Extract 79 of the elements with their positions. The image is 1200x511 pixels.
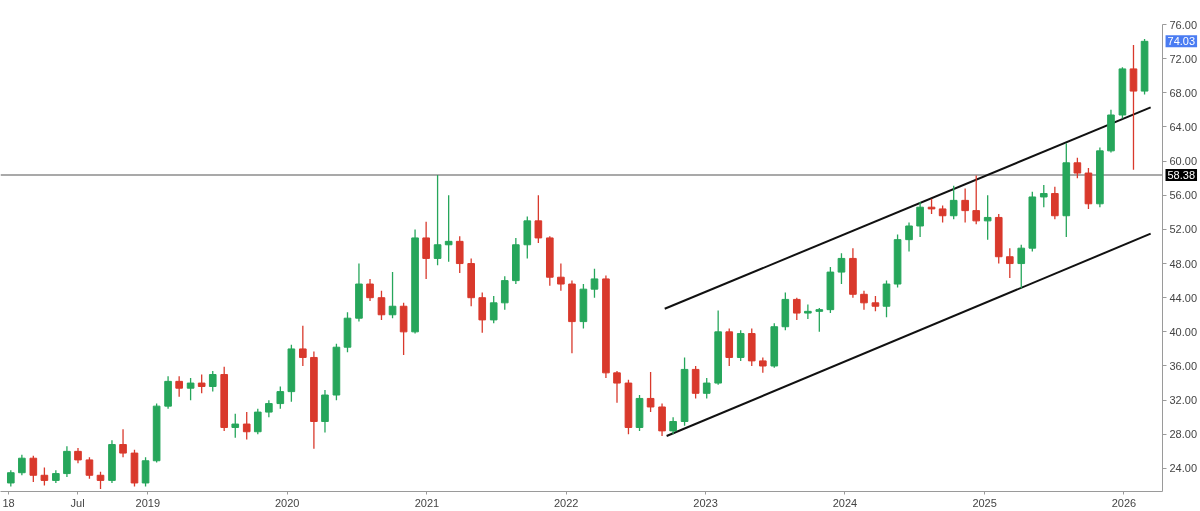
candlestick bbox=[29, 454, 38, 483]
candlestick bbox=[534, 194, 543, 244]
candlestick bbox=[433, 174, 442, 266]
candlestick bbox=[691, 365, 700, 400]
candlestick bbox=[500, 275, 509, 311]
candlestick bbox=[175, 375, 183, 398]
x-tick-label: Jul bbox=[70, 496, 85, 509]
x-tick-label: 2022 bbox=[554, 496, 579, 509]
candlestick bbox=[366, 278, 374, 302]
candlestick bbox=[299, 325, 307, 367]
candlestick bbox=[792, 297, 801, 321]
candlestick bbox=[983, 194, 992, 241]
candlestick bbox=[231, 413, 240, 439]
candlestick bbox=[444, 194, 453, 263]
candlestick bbox=[916, 201, 924, 238]
x-tick-label: 2025 bbox=[972, 496, 997, 509]
candlestick bbox=[253, 408, 262, 435]
candlestick bbox=[590, 268, 599, 299]
candlestick bbox=[860, 290, 868, 311]
candlestick bbox=[242, 411, 251, 441]
y-tick-label: 56.00 bbox=[1169, 189, 1198, 202]
candlestick bbox=[388, 271, 397, 319]
y-tick-label: 40.00 bbox=[1169, 325, 1198, 338]
x-tick-label: 2019 bbox=[135, 496, 161, 509]
y-tick-label: 68.00 bbox=[1169, 86, 1198, 99]
y-tick-label: 64.00 bbox=[1169, 120, 1198, 133]
candlestick bbox=[1051, 186, 1059, 220]
candlestick bbox=[646, 371, 655, 413]
y-tick-label: 52.00 bbox=[1169, 223, 1198, 236]
candlestick bbox=[882, 279, 891, 318]
candlestick bbox=[613, 370, 621, 404]
y-tick-label: 48.00 bbox=[1169, 257, 1198, 270]
candlestick bbox=[1129, 44, 1138, 171]
y-tick-label: 76.00 bbox=[1169, 18, 1198, 31]
candlestick bbox=[736, 329, 745, 362]
ref-line-label: 58.38 bbox=[1167, 168, 1196, 181]
x-tick-label: 2026 bbox=[1111, 496, 1137, 509]
x-tick-label: 2024 bbox=[832, 496, 858, 509]
annotation: 74.03 bbox=[1167, 35, 1196, 48]
candlestick bbox=[557, 262, 565, 292]
candlestick bbox=[478, 291, 487, 334]
candlestick bbox=[1005, 247, 1014, 279]
candlestick bbox=[523, 215, 532, 260]
y-tick-label: 44.00 bbox=[1169, 291, 1198, 304]
candlestick bbox=[961, 187, 969, 224]
y-tick-label: 28.00 bbox=[1169, 428, 1198, 441]
candlestick bbox=[197, 373, 206, 394]
candlestick bbox=[1017, 244, 1026, 289]
y-tick-label: 72.00 bbox=[1169, 52, 1198, 65]
x-tick-label: 2021 bbox=[414, 496, 440, 509]
candlestick bbox=[489, 295, 498, 324]
candlestick bbox=[1039, 184, 1048, 208]
candlestick bbox=[804, 303, 812, 320]
candlestick bbox=[186, 377, 195, 401]
candlestick bbox=[658, 402, 666, 437]
candlestick bbox=[63, 445, 71, 478]
candlestick bbox=[141, 456, 150, 488]
candlestick bbox=[837, 252, 846, 285]
candlestick bbox=[422, 221, 430, 280]
candlestick bbox=[455, 235, 464, 274]
candlestick bbox=[18, 454, 26, 476]
candlestick bbox=[905, 221, 913, 253]
candlestick bbox=[85, 456, 94, 480]
x-tick-label: 18 bbox=[2, 496, 15, 509]
candlestick bbox=[949, 185, 958, 220]
candlestick bbox=[276, 385, 285, 410]
y-tick-label: 36.00 bbox=[1169, 360, 1198, 372]
y-tick-label: 32.00 bbox=[1169, 394, 1198, 407]
candlestick bbox=[119, 428, 127, 458]
x-tick-label: 2020 bbox=[274, 496, 300, 509]
candlestick bbox=[972, 174, 981, 225]
candlestick bbox=[702, 377, 711, 400]
candlestick bbox=[815, 307, 824, 333]
candlestick bbox=[377, 290, 386, 321]
y-tick-label: 24.00 bbox=[1169, 462, 1198, 475]
candlestick bbox=[1073, 157, 1082, 179]
candlestick bbox=[208, 370, 217, 393]
x-tick-label: 2023 bbox=[693, 496, 718, 509]
y-tick-label: 60.00 bbox=[1169, 155, 1198, 168]
